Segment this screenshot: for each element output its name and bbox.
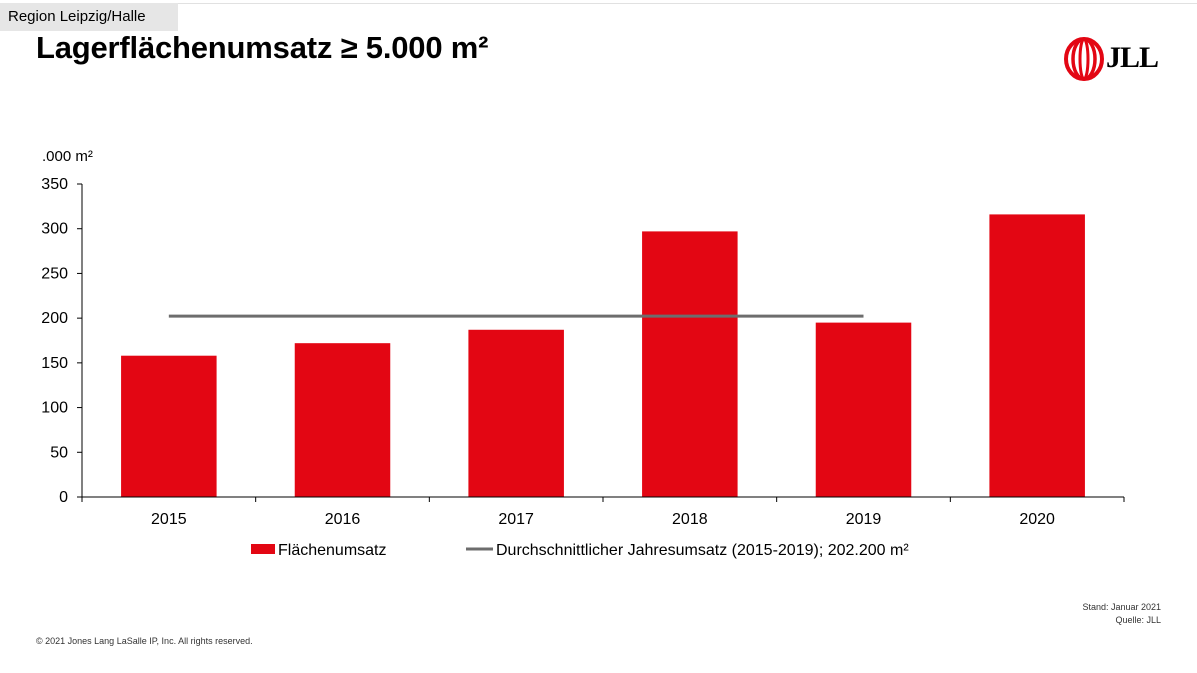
y-tick-label: 0 — [59, 489, 68, 506]
legend-bar-swatch — [251, 544, 275, 554]
y-tick-label: 300 — [41, 221, 68, 238]
source-note: Stand: Januar 2021 Quelle: JLL — [1082, 601, 1161, 627]
bar-2015 — [121, 355, 217, 497]
legend-line-label: Durchschnittlicher Jahresumsatz (2015-20… — [496, 542, 909, 559]
bar-2019 — [815, 322, 912, 497]
y-tick-label: 350 — [41, 176, 68, 193]
bar-2020 — [989, 214, 1085, 498]
legend-bar-label: Flächenumsatz — [278, 542, 387, 559]
x-tick-label: 2015 — [151, 511, 187, 528]
y-tick-label: 250 — [41, 265, 68, 282]
copyright-text: © 2021 Jones Lang LaSalle IP, Inc. All r… — [36, 636, 253, 646]
bar-2017 — [468, 329, 564, 497]
logo-text: JLL — [1106, 41, 1159, 74]
jll-logo-icon — [1064, 37, 1104, 81]
y-tick-label: 100 — [41, 400, 68, 417]
y-tick-label: 50 — [50, 444, 68, 461]
x-tick-label: 2019 — [846, 511, 882, 528]
x-tick-label: 2020 — [1019, 511, 1055, 528]
region-tab: Region Leipzig/Halle — [0, 3, 178, 31]
bar-2016 — [294, 343, 391, 497]
page-title: Lagerflächenumsatz ≥ 5.000 m² — [36, 30, 489, 65]
x-tick-label: 2017 — [498, 511, 534, 528]
x-tick-label: 2016 — [325, 511, 361, 528]
x-tick-label: 2018 — [672, 511, 708, 528]
y-tick-label: 200 — [41, 310, 68, 327]
stand-text: Stand: Januar 2021 — [1082, 602, 1161, 612]
quelle-text: Quelle: JLL — [1115, 615, 1161, 625]
header-divider — [178, 3, 1197, 4]
bar-2018 — [642, 231, 738, 497]
y-tick-label: 150 — [41, 355, 68, 372]
y-axis-unit-label: .000 m² — [42, 148, 93, 165]
